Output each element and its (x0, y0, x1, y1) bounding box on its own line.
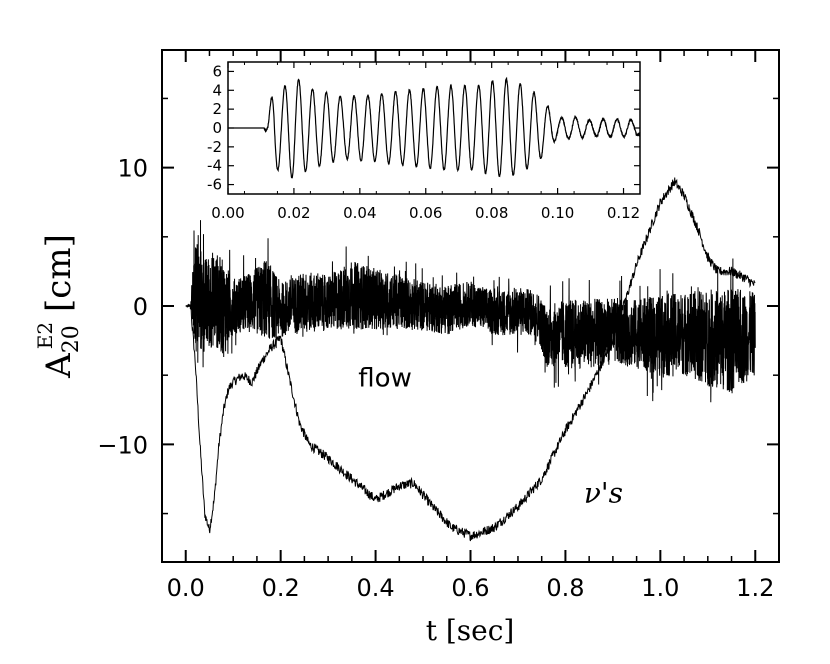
inset-x-tick-label: 0.06 (409, 204, 442, 222)
inset-y-tick-label: -6 (207, 176, 222, 194)
y-axis-label-sub: 20 (59, 325, 84, 353)
y-axis-label-main: A (39, 353, 79, 379)
inset-series-line (228, 76, 641, 179)
y-tick-label: −10 (97, 431, 148, 459)
y-axis-label-unit: [cm] (39, 234, 79, 312)
x-tick-label: 1.2 (736, 574, 774, 602)
annotation-flow: flow (358, 363, 412, 393)
x-tick-label: 0.2 (262, 574, 300, 602)
x-tick-label: 0.6 (451, 574, 489, 602)
inset-x-tick-label: 0.00 (211, 204, 244, 222)
main-series (185, 177, 756, 542)
inset-y-tick-label: 6 (212, 62, 222, 80)
y-axis-label-sup: E2 (33, 322, 57, 349)
inset-y-tick-label: -4 (207, 157, 222, 175)
inset-y-tick-label: -2 (207, 138, 222, 156)
x-tick-label: 1.0 (641, 574, 679, 602)
main-ticks: 0.0 0.2 0.4 0.6 0.8 1.0 1.2 −10 0 10 (97, 50, 779, 602)
inset-y-tick-label: 4 (212, 81, 222, 99)
inset-x-tick-label: 0.10 (541, 204, 574, 222)
svg-text:A20E2[cm]: A20E2 [cm] (33, 234, 84, 379)
series-line-flow (185, 220, 756, 403)
x-tick-label: 0.4 (356, 574, 394, 602)
annotation-neutrinos: ν's (584, 476, 623, 509)
x-tick-label: 0.0 (167, 574, 205, 602)
inset-series (228, 76, 641, 179)
y-tick-label: 10 (117, 155, 148, 183)
y-tick-label: 0 (133, 293, 148, 321)
series-line-neutrinos (185, 177, 756, 542)
inset-x-tick-label: 0.08 (475, 204, 508, 222)
inset-x-tick-label: 0.04 (343, 204, 376, 222)
x-tick-label: 0.8 (546, 574, 584, 602)
inset-y-tick-label: 0 (212, 119, 222, 137)
inset-x-tick-label: 0.12 (607, 204, 640, 222)
y-axis-label: A20E2 [cm] (33, 234, 84, 379)
inset-y-tick-label: 2 (212, 100, 222, 118)
x-axis-label: t [sec] (426, 614, 515, 647)
inset-x-tick-label: 0.02 (277, 204, 310, 222)
